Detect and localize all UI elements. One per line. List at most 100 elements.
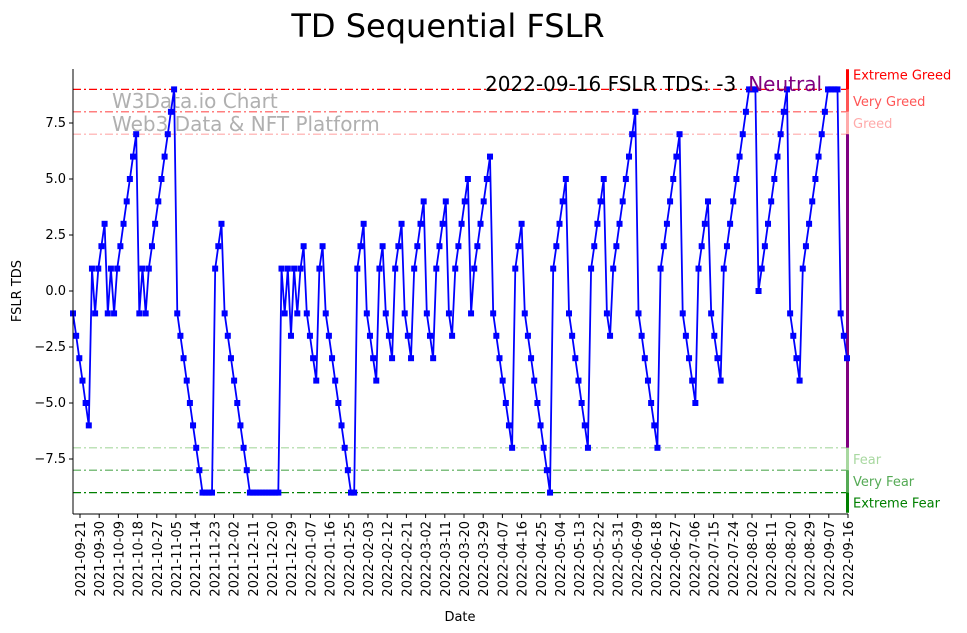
data-point: [654, 444, 661, 451]
data-point: [130, 153, 137, 160]
x-tick-label: 2021-09-30: [93, 521, 108, 597]
data-point: [556, 220, 563, 227]
data-point: [711, 332, 718, 339]
data-point: [505, 422, 512, 429]
data-point: [262, 489, 269, 496]
data-point: [537, 422, 544, 429]
data-point: [812, 176, 819, 182]
data-point: [417, 220, 424, 227]
data-point: [509, 444, 516, 451]
data-point: [528, 355, 535, 362]
data-point: [341, 444, 348, 451]
x-tick-label: 2022-05-22: [592, 521, 607, 597]
data-point: [335, 400, 342, 406]
data-point: [597, 198, 604, 205]
data-point: [471, 265, 478, 272]
y-tick-label: −2.5: [34, 340, 66, 355]
y-tick-label: 0.0: [45, 284, 66, 299]
data-point: [414, 243, 421, 250]
data-point: [673, 153, 680, 160]
data-point: [477, 220, 484, 227]
x-tick-label: 2022-09-07: [823, 521, 838, 597]
data-point: [306, 332, 313, 339]
data-point: [679, 310, 686, 317]
x-tick-label: 2021-10-18: [132, 521, 147, 597]
data-point: [749, 86, 756, 93]
x-tick-label: 2022-02-21: [400, 521, 415, 597]
data-point: [259, 489, 266, 496]
data-point: [790, 332, 797, 339]
y-axis-label: FSLR TDS: [10, 260, 25, 322]
data-point: [464, 176, 471, 182]
data-point: [114, 265, 121, 272]
data-point: [385, 332, 392, 339]
data-point: [686, 355, 693, 362]
data-point: [771, 176, 778, 182]
data-point: [613, 243, 620, 250]
data-point: [287, 332, 294, 339]
data-point: [524, 332, 531, 339]
zone-bar-segment: [846, 69, 849, 90]
data-point: [695, 265, 702, 272]
data-point: [319, 243, 326, 250]
data-point: [275, 489, 282, 496]
data-point: [348, 489, 355, 496]
data-point: [120, 220, 127, 227]
data-point: [622, 176, 629, 182]
data-point: [739, 131, 746, 138]
x-tick-label: 2021-12-29: [285, 521, 300, 597]
x-tick-label: 2022-05-31: [612, 521, 627, 597]
data-point: [234, 400, 241, 406]
x-tick-label: 2022-07-24: [727, 521, 742, 597]
x-tick-label: 2022-02-12: [381, 521, 396, 597]
x-tick-label: 2022-08-02: [746, 521, 761, 597]
data-point: [521, 310, 528, 317]
x-tick-label: 2022-05-13: [573, 521, 588, 597]
x-tick-label: 2021-11-23: [208, 521, 223, 597]
data-point: [411, 265, 418, 272]
annotation-status: Neutral: [748, 72, 822, 96]
data-point: [439, 220, 446, 227]
data-point: [543, 467, 550, 474]
data-point: [736, 153, 743, 160]
data-point: [657, 265, 664, 272]
data-point: [408, 355, 415, 362]
data-point: [404, 332, 411, 339]
data-point: [272, 489, 279, 496]
data-point: [281, 310, 288, 317]
data-point: [480, 198, 487, 205]
data-point: [199, 489, 206, 496]
x-tick-label: 2021-10-09: [112, 521, 127, 597]
data-point: [117, 243, 124, 250]
data-point: [398, 220, 405, 227]
data-point: [603, 310, 610, 317]
data-point: [569, 332, 576, 339]
data-point: [246, 489, 253, 496]
data-point: [360, 220, 367, 227]
data-point: [809, 198, 816, 205]
data-point: [512, 265, 519, 272]
data-point: [291, 265, 298, 272]
data-point: [714, 355, 721, 362]
x-axis-label: Date: [444, 610, 475, 625]
data-point: [148, 243, 155, 250]
data-point: [474, 243, 481, 250]
data-point: [644, 377, 651, 384]
data-point: [322, 310, 329, 317]
x-tick-label: 2021-12-11: [247, 521, 262, 597]
zone-bar-segment: [846, 447, 849, 471]
watermark-line-1: W3Data.io Chart: [112, 89, 278, 113]
data-point: [449, 332, 456, 339]
data-point: [487, 153, 494, 160]
series-line: [72, 88, 848, 494]
data-point: [92, 310, 99, 317]
data-point: [553, 243, 560, 250]
data-point: [354, 265, 361, 272]
level-label: Very Greed: [853, 95, 925, 110]
data-point: [575, 377, 582, 384]
x-tick-label: 2022-03-11: [439, 521, 454, 597]
data-point: [821, 108, 828, 115]
data-point: [155, 198, 162, 205]
data-point: [540, 444, 547, 451]
